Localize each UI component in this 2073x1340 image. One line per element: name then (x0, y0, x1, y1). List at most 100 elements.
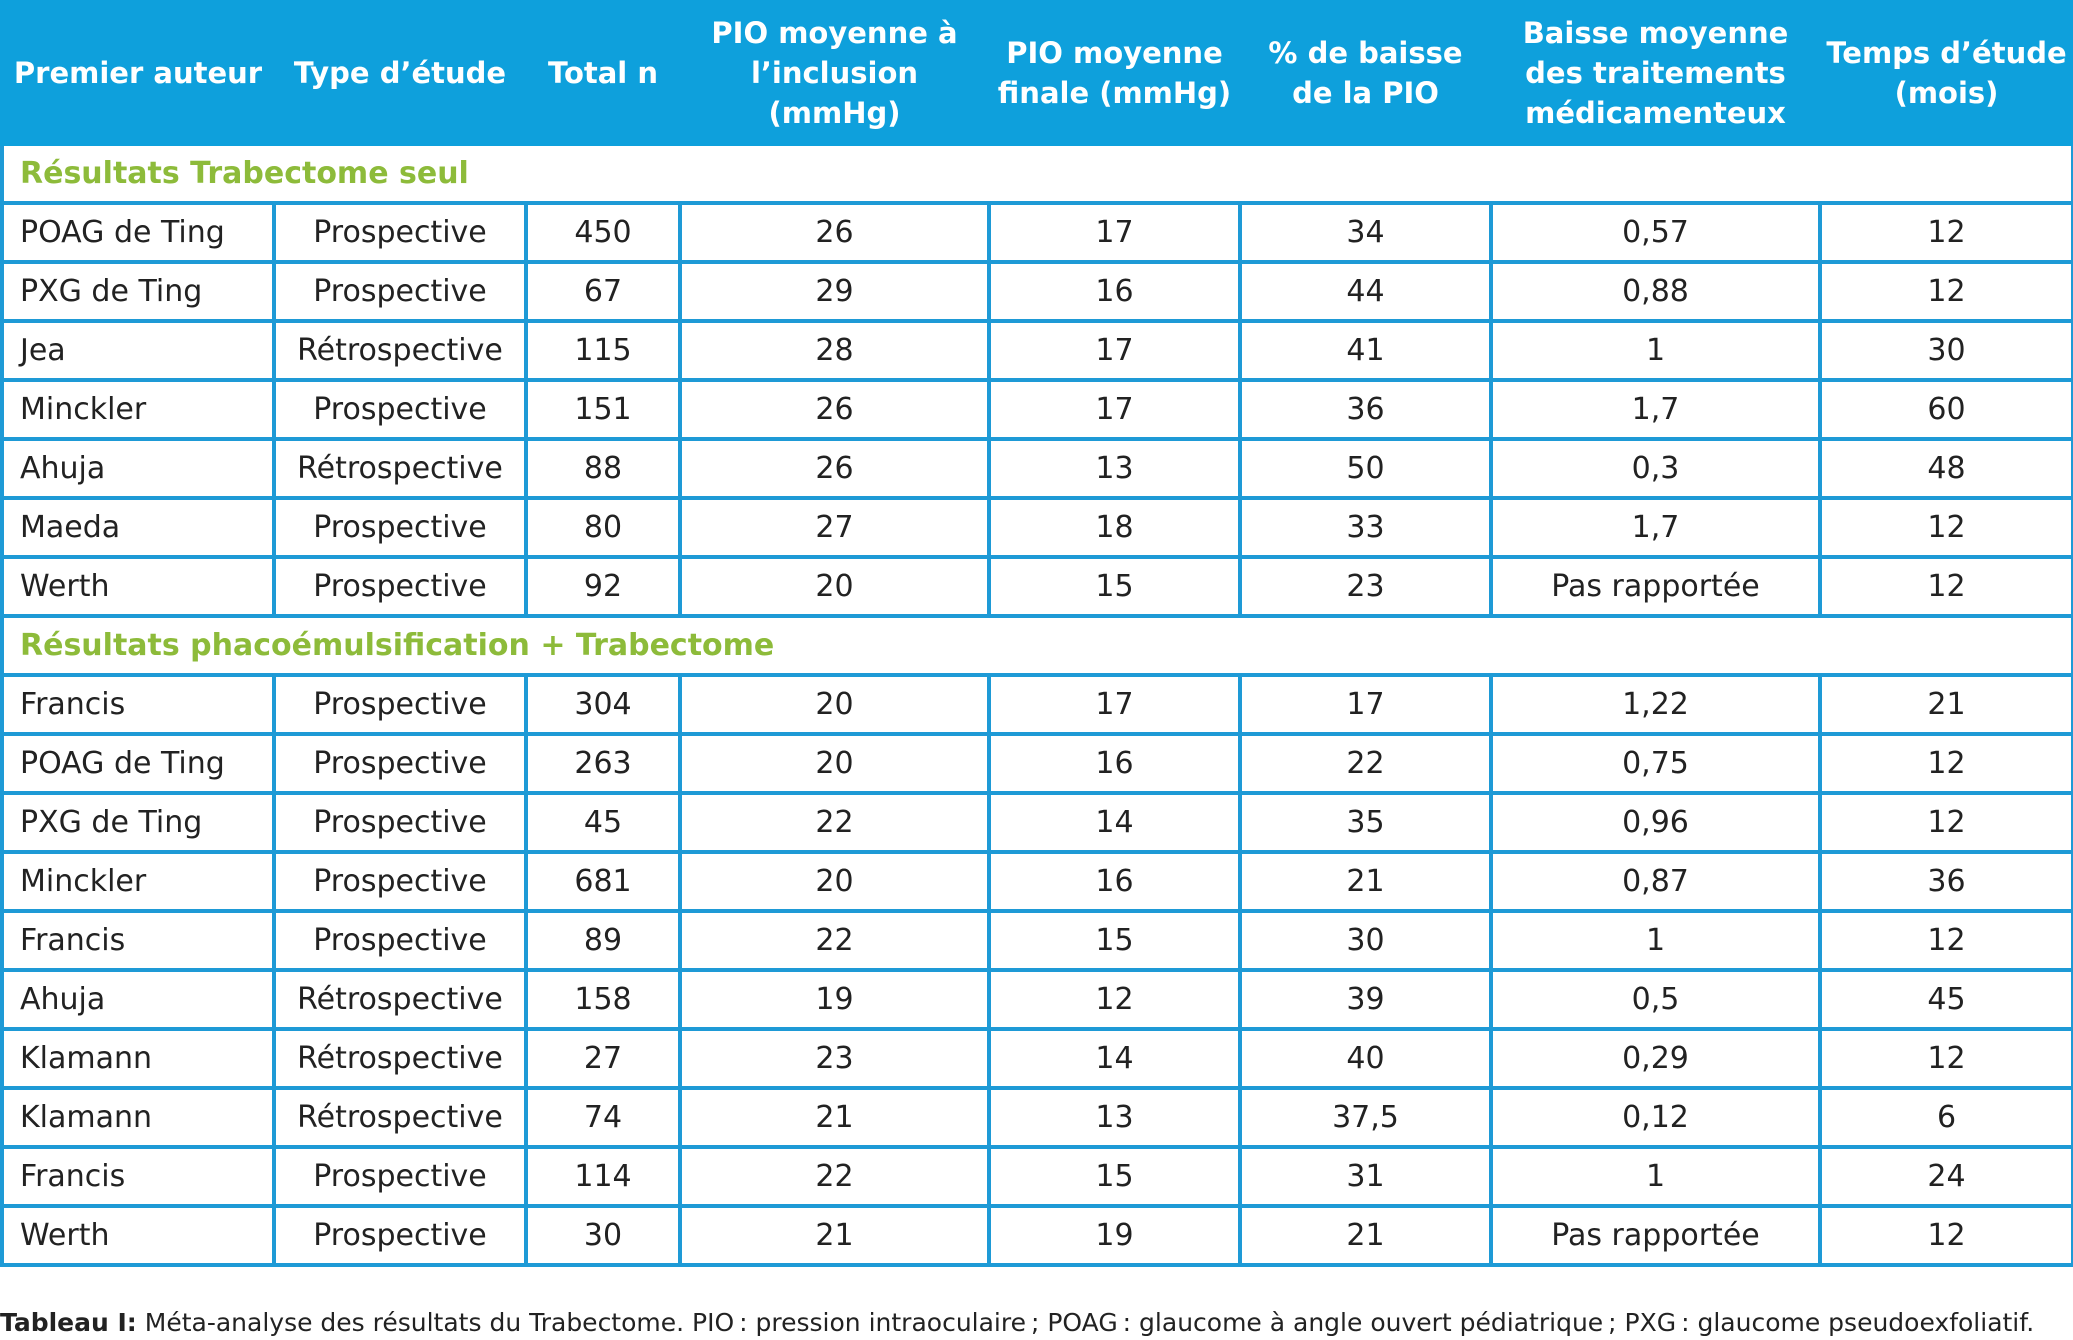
table-cell: 15 (987, 909, 1242, 972)
table-cell: 6 (1818, 1086, 2073, 1149)
table-cell: 0,87 (1489, 850, 1822, 913)
table-cell: PXG de Ting (0, 791, 276, 854)
table-cell: 0,88 (1489, 260, 1822, 323)
table-cell: Prospective (272, 673, 528, 736)
table-cell: 15 (987, 555, 1242, 618)
column-header: Premier auteur (0, 0, 276, 146)
table-cell: 80 (524, 496, 682, 559)
table-cell: 39 (1238, 968, 1493, 1031)
table-cell: 14 (987, 1027, 1242, 1090)
table-cell: 17 (1238, 673, 1493, 736)
table-cell: 17 (987, 673, 1242, 736)
column-header: Temps d’étude (mois) (1818, 0, 2073, 146)
column-header: Total n (524, 0, 682, 146)
table-cell: Werth (0, 1204, 276, 1267)
table-cell: 12 (1818, 909, 2073, 972)
table-cell: 36 (1238, 378, 1493, 441)
table-cell: 1,22 (1489, 673, 1822, 736)
table-row: Klamann Rétrospective 74 21 13 37,5 0,12 6 (0, 1086, 2073, 1149)
table-cell: Prospective (272, 732, 528, 795)
table-cell: 21 (678, 1204, 991, 1267)
table-cell: Prospective (272, 260, 528, 323)
table-cell: 13 (987, 437, 1242, 500)
table-cell: 12 (1818, 1027, 2073, 1090)
table-cell: Werth (0, 555, 276, 618)
results-table: Premier auteur Type d’étude Total n PIO moy… (0, 0, 2073, 1267)
table-cell: Rétrospective (272, 437, 528, 500)
table-row: Ahuja Rétrospective 88 26 13 50 0,3 48 (0, 437, 2073, 500)
table-row: Ahuja Rétrospective 158 19 12 39 0,5 45 (0, 968, 2073, 1031)
table-cell: 16 (987, 850, 1242, 913)
table-cell: 20 (678, 732, 991, 795)
table-cell: 13 (987, 1086, 1242, 1149)
table-row: Francis Prospective 89 22 15 30 1 12 (0, 909, 2073, 972)
column-header: Baisse moyenne des traitements médicamente… (1489, 0, 1822, 146)
table-cell: 50 (1238, 437, 1493, 500)
column-header: % de baisse de la PIO (1238, 0, 1493, 146)
table-cell: 92 (524, 555, 682, 618)
column-header: Type d’étude (272, 0, 528, 146)
table-cell: Klamann (0, 1027, 276, 1090)
table-cell: 24 (1818, 1145, 2073, 1208)
table-row: Werth Prospective 92 20 15 23 Pas rapportée 12 (0, 555, 2073, 618)
table-cell: 27 (678, 496, 991, 559)
table-cell: POAG de Ting (0, 732, 276, 795)
table-cell: 35 (1238, 791, 1493, 854)
table-cell: 26 (678, 437, 991, 500)
table-row: Minckler Prospective 151 26 17 36 1,7 60 (0, 378, 2073, 441)
table-cell: 12 (1818, 732, 2073, 795)
table-cell: 263 (524, 732, 682, 795)
table-row: Francis Prospective 304 20 17 17 1,22 21 (0, 673, 2073, 736)
table-cell: PXG de Ting (0, 260, 276, 323)
table-cell: 0,3 (1489, 437, 1822, 500)
table-cell: 21 (678, 1086, 991, 1149)
table-cell: 12 (987, 968, 1242, 1031)
table-cell: 22 (678, 1145, 991, 1208)
column-header: PIO moyenne finale (mmHg) (987, 0, 1242, 146)
table-cell: Rétrospective (272, 1027, 528, 1090)
table-cell: Ahuja (0, 968, 276, 1031)
table-row: POAG de Ting Prospective 263 20 16 22 0,75 12 (0, 732, 2073, 795)
table-row: Minckler Prospective 681 20 16 21 0,87 36 (0, 850, 2073, 913)
section-row: Résultats phacoémulsification + Trabecto… (0, 614, 2073, 677)
table-cell: 1 (1489, 319, 1822, 382)
table-cell: Ahuja (0, 437, 276, 500)
table-cell: 29 (678, 260, 991, 323)
table-header: Premier auteur Type d’étude Total n PIO moy… (0, 0, 2073, 146)
table-cell: 450 (524, 201, 682, 264)
table-cell: 114 (524, 1145, 682, 1208)
table-cell: 74 (524, 1086, 682, 1149)
table-cell: POAG de Ting (0, 201, 276, 264)
table-cell: Francis (0, 1145, 276, 1208)
table-cell: 12 (1818, 555, 2073, 618)
caption-text: Méta-analyse des résultats du Trabectome… (136, 1308, 2035, 1337)
table-row: Maeda Prospective 80 27 18 33 1,7 12 (0, 496, 2073, 559)
table-cell: Prospective (272, 555, 528, 618)
table-cell: Francis (0, 673, 276, 736)
table-cell: Prospective (272, 201, 528, 264)
table-cell: 12 (1818, 260, 2073, 323)
header-row: Premier auteur Type d’étude Total n PIO moy… (0, 0, 2073, 146)
table-cell: Prospective (272, 850, 528, 913)
table-cell: 23 (678, 1027, 991, 1090)
table-cell: 0,96 (1489, 791, 1822, 854)
table-cell: 304 (524, 673, 682, 736)
table-caption: Tableau I: Méta-analyse des résultats du… (0, 1308, 2034, 1337)
table-cell: Jea (0, 319, 276, 382)
table-cell: 16 (987, 260, 1242, 323)
table-cell: Rétrospective (272, 968, 528, 1031)
table-cell: 28 (678, 319, 991, 382)
table-row: Werth Prospective 30 21 19 21 Pas rapportée 12 (0, 1204, 2073, 1267)
column-header: PIO moyenne à l’inclusion (mmHg) (678, 0, 991, 146)
table-cell: 48 (1818, 437, 2073, 500)
table-cell: 45 (524, 791, 682, 854)
table-row: PXG de Ting Prospective 67 29 16 44 0,88 12 (0, 260, 2073, 323)
table-cell: 30 (1238, 909, 1493, 972)
table-cell: 158 (524, 968, 682, 1031)
table-cell: 20 (678, 850, 991, 913)
table-row: POAG de Ting Prospective 450 26 17 34 0,57 12 (0, 201, 2073, 264)
table-cell: 22 (678, 909, 991, 972)
table-cell: Pas rapportée (1489, 555, 1822, 618)
table-cell: 40 (1238, 1027, 1493, 1090)
table-cell: 44 (1238, 260, 1493, 323)
